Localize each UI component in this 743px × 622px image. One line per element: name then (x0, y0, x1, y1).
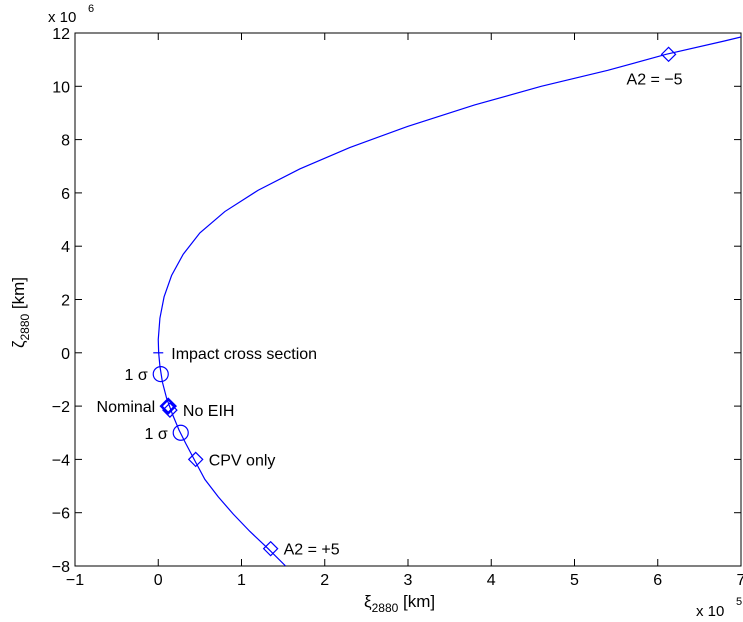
markers-layer (152, 46, 677, 557)
y-tick-label: 12 (52, 26, 70, 43)
y-tick-label: −2 (52, 399, 70, 416)
y-tick-label: 2 (61, 293, 70, 310)
y-axis-multiplier-exponent: 6 (88, 3, 94, 15)
diamond-marker (159, 397, 178, 415)
y-tick-label: 4 (61, 239, 70, 256)
marker-label: 1 σ (125, 367, 148, 384)
x-tick-label: 7 (737, 572, 743, 589)
diamond-marker (187, 451, 204, 468)
x-axis-multiplier: x 10 (696, 603, 724, 620)
x-tick-label: 2 (320, 572, 329, 589)
y-tick-label: 10 (52, 79, 70, 96)
series-layer (157, 36, 741, 566)
y-axis-multiplier: x 10 (48, 9, 76, 26)
marker-label: A2 = −5 (627, 71, 683, 88)
y-tick-label: −4 (52, 452, 70, 469)
diamond-marker (162, 402, 178, 418)
y-tick-label: 6 (61, 186, 70, 203)
marker-label: Nominal (97, 399, 156, 416)
diamond-marker (660, 46, 677, 63)
diamond-marker (262, 540, 279, 557)
labels-layer: x 10 6 x 10 5 ξ2880 [km] ζ2880 [km] A2 = −5 Imp… (9, 3, 742, 620)
circle-marker (152, 366, 169, 383)
y-tick-label: −6 (52, 506, 70, 523)
marker-label: CPV only (209, 452, 276, 469)
marker-label: No EIH (183, 403, 235, 420)
marker-label: Impact cross section (171, 346, 317, 363)
marker-label: 1 σ (145, 426, 168, 443)
axes-frame (74, 32, 742, 567)
plot-area-border (74, 32, 742, 567)
x-tick-label: 1 (237, 572, 246, 589)
x-tick-label: 6 (653, 572, 662, 589)
x-axis-multiplier-exponent: 5 (736, 596, 742, 608)
x-axis-label: ξ2880 [km] (364, 592, 435, 615)
circle-marker (172, 424, 189, 441)
marker-label: A2 = +5 (284, 542, 340, 559)
y-tick-label: 0 (61, 346, 70, 363)
y-tick-label: 8 (61, 133, 70, 150)
x-tick-label: 4 (487, 572, 496, 589)
y-axis-label: ζ2880 [km] (9, 277, 32, 348)
x-tick-label: −1 (66, 572, 84, 589)
series-line (157, 36, 741, 566)
x-tick-label: 0 (154, 572, 163, 589)
x-tick-label: 3 (404, 572, 413, 589)
y-tick-label: −8 (52, 559, 70, 576)
x-tick-label: 5 (570, 572, 579, 589)
